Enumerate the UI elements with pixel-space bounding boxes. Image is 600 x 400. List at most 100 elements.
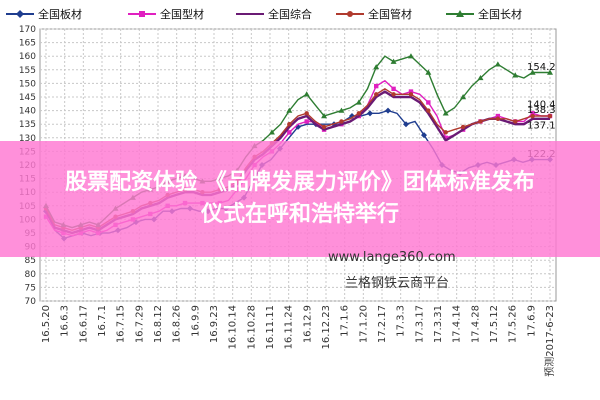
legend-label: 全国长材 — [478, 7, 522, 21]
data-point — [512, 72, 519, 78]
data-point — [425, 69, 432, 75]
x-tick-label: 预测2017-6-23 — [543, 305, 556, 377]
data-point — [443, 135, 448, 140]
x-tick-label: 16.6.3 — [60, 305, 71, 337]
end-value-label: 137.1 — [527, 120, 556, 131]
end-value-label: 154.2 — [527, 62, 556, 73]
x-tick-label: 17.1.20 — [358, 305, 369, 343]
data-point — [268, 129, 275, 135]
data-point — [349, 113, 355, 120]
data-point — [478, 119, 483, 124]
data-point — [530, 111, 535, 116]
x-tick-label: 16.5.20 — [41, 305, 52, 343]
y-tick-label: 145 — [19, 93, 36, 103]
y-tick-label: 130 — [19, 134, 36, 144]
y-tick-label: 75 — [25, 283, 36, 293]
data-point — [367, 110, 373, 117]
x-tick-label: 17.5.12 — [489, 305, 500, 343]
data-point — [442, 110, 449, 116]
y-tick-label: 150 — [19, 79, 36, 89]
data-point — [547, 69, 553, 75]
x-tick-label: 16.12.23 — [321, 305, 332, 350]
data-point — [426, 108, 431, 113]
data-point — [373, 64, 380, 70]
x-tick-label: 17.3.17 — [414, 305, 425, 343]
y-tick-label: 165 — [19, 39, 36, 49]
data-point — [408, 89, 414, 94]
data-point — [460, 94, 467, 100]
data-point — [355, 99, 362, 105]
y-tick-label: 170 — [19, 25, 36, 35]
data-point — [408, 92, 414, 97]
data-point — [407, 53, 414, 59]
data-point — [303, 91, 310, 97]
data-point — [304, 111, 309, 116]
legend-label: 全国型材 — [160, 7, 204, 21]
x-tick-label: 16.12.9 — [302, 305, 313, 343]
data-point — [513, 119, 518, 124]
data-point — [304, 119, 309, 124]
data-point — [421, 132, 427, 139]
data-point — [287, 130, 292, 135]
data-point — [356, 111, 362, 116]
data-point — [385, 107, 391, 114]
data-point — [547, 113, 553, 119]
data-point — [391, 92, 396, 97]
data-point — [495, 113, 501, 119]
x-tick-label: 17.1.6 — [340, 305, 351, 337]
x-tick-label: 16.10.28 — [246, 305, 257, 350]
data-point — [339, 119, 344, 124]
x-tick-label: 16.8.12 — [153, 305, 164, 343]
data-point — [287, 122, 292, 127]
x-tick-label: 17.6.9 — [526, 305, 537, 337]
y-tick-label: 160 — [19, 52, 36, 62]
x-tick-label: 16.9.9 — [190, 305, 201, 337]
x-tick-label: 16.10.14 — [228, 305, 239, 350]
legend-label: 全国综合 — [268, 7, 312, 21]
y-tick-label: 85 — [25, 256, 36, 266]
x-tick-label: 17.3.31 — [433, 305, 444, 343]
promo-banner-overlay: 股票配资体验 《品牌发展力评价》团体标准发布 仪式在呼和浩特举行 — [0, 141, 600, 257]
data-point — [460, 124, 466, 130]
x-tick-label: 16.7.29 — [134, 305, 145, 343]
data-point — [390, 58, 397, 64]
data-point — [321, 113, 328, 119]
x-tick-label: 17.5.26 — [508, 305, 519, 343]
data-point — [529, 69, 536, 75]
y-tick-label: 140 — [19, 107, 36, 117]
data-point — [321, 124, 327, 130]
data-point — [477, 74, 484, 81]
legend-label: 全国板材 — [38, 7, 82, 21]
x-tick-label: 17.3.3 — [396, 305, 407, 337]
x-tick-label: 16.7.15 — [116, 305, 127, 343]
banner-title: 股票配资体验 《品牌发展力评价》团体标准发布 仪式在呼和浩特举行 — [0, 167, 600, 231]
x-tick-label: 16.7.1 — [97, 305, 108, 337]
legend-marker — [347, 11, 353, 17]
data-point — [426, 100, 431, 105]
legend-marker — [456, 10, 464, 17]
y-tick-label: 135 — [19, 120, 36, 130]
banner-title-line2: 仪式在呼和浩特举行 — [200, 202, 399, 227]
legend-marker — [16, 10, 24, 18]
end-value-label: 140.4 — [527, 100, 556, 111]
x-tick-label: 16.6.17 — [78, 305, 89, 343]
data-point — [374, 83, 379, 89]
end-value-label: 138.3 — [527, 105, 556, 116]
data-point — [494, 61, 501, 67]
x-tick-label: 17.2.17 — [377, 305, 388, 343]
data-point — [403, 121, 409, 128]
x-tick-label: 16.11.24 — [284, 305, 295, 350]
data-point — [495, 116, 501, 121]
data-point — [443, 130, 448, 135]
data-point — [530, 113, 535, 119]
y-tick-label: 70 — [25, 297, 37, 307]
y-tick-label: 155 — [19, 66, 36, 76]
x-tick-label: 16.11.11 — [265, 305, 276, 350]
banner-title-line1: 股票配资体验 《品牌发展力评价》团体标准发布 — [65, 170, 535, 195]
x-tick-label: 17.4.14 — [452, 305, 463, 343]
x-tick-label: 16.9.23 — [209, 305, 220, 343]
data-point — [374, 92, 379, 97]
legend-label: 全国管材 — [368, 7, 412, 21]
x-tick-label: 16.8.26 — [172, 305, 183, 343]
data-point — [391, 86, 396, 92]
